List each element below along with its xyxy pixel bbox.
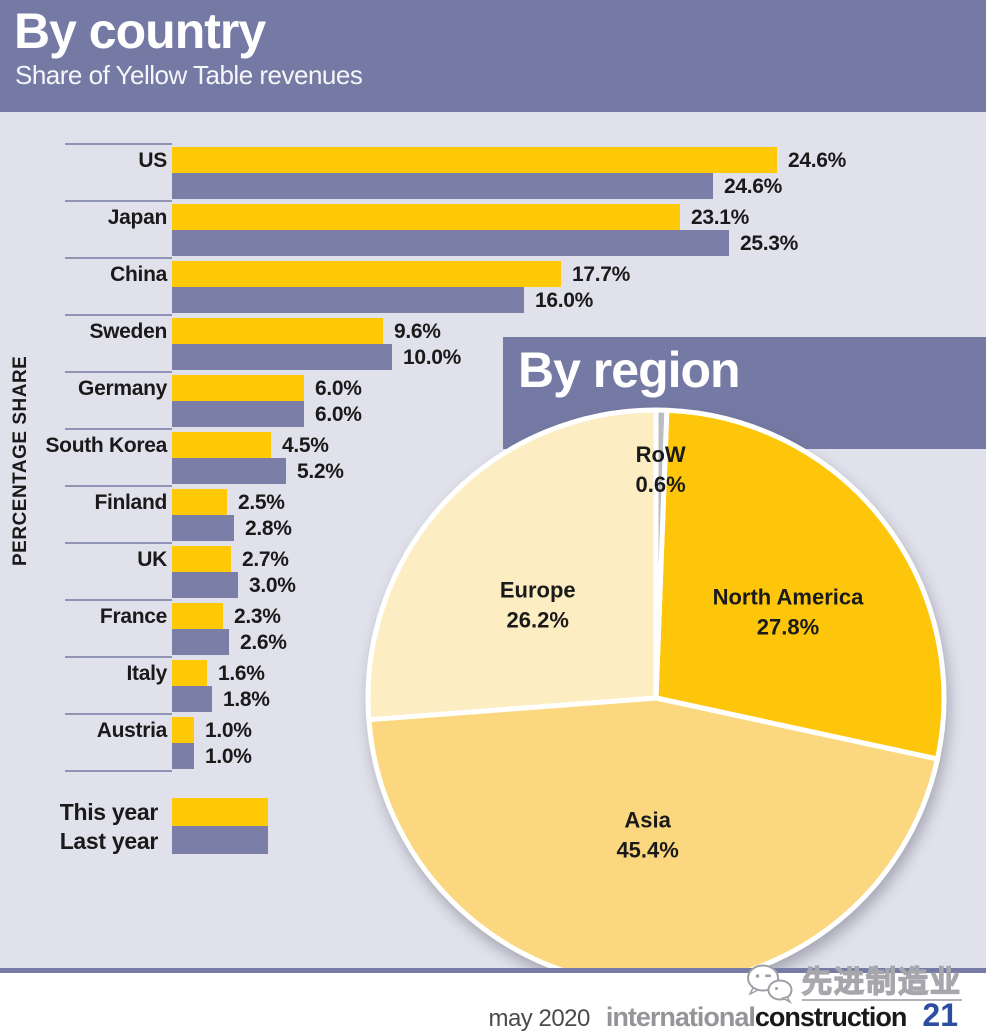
- value-label: 2.7%: [242, 548, 289, 571]
- bar-last-year: [172, 344, 392, 370]
- country-label: Germany: [78, 377, 167, 400]
- bar-this-year: [172, 489, 227, 515]
- value-label: 1.6%: [218, 662, 265, 685]
- value-label: 24.6%: [724, 175, 783, 198]
- bar-this-year: [172, 261, 561, 287]
- value-label: 1.8%: [223, 688, 270, 711]
- wechat-icon: [747, 964, 793, 1005]
- category-separator-line: [65, 314, 172, 316]
- bar-this-year: [172, 147, 777, 173]
- bar-last-year: [172, 458, 286, 484]
- bar-this-year: [172, 717, 194, 743]
- value-label: 2.6%: [240, 631, 287, 654]
- category-separator-line: [65, 428, 172, 430]
- bar-last-year: [172, 629, 229, 655]
- bottom-rule: [0, 968, 986, 973]
- category-separator-line: [65, 656, 172, 658]
- category-separator-line: [65, 542, 172, 544]
- value-label: 16.0%: [535, 289, 594, 312]
- footer-strip: [0, 973, 986, 1035]
- value-label: 2.8%: [245, 517, 292, 540]
- footer-date: may 2020: [488, 1005, 590, 1032]
- category-separator-line: [65, 713, 172, 715]
- category-separator-line: [65, 200, 172, 202]
- legend-label-last-year: Last year: [59, 828, 159, 854]
- value-label: 10.0%: [403, 346, 462, 369]
- bar-last-year: [172, 743, 194, 769]
- bar-last-year: [172, 401, 304, 427]
- bar-this-year: [172, 318, 383, 344]
- country-label: Sweden: [89, 320, 167, 343]
- y-axis-label: PERCENTAGE SHARE: [10, 355, 31, 566]
- value-label: 9.6%: [394, 320, 441, 343]
- legend-swatch-last-year: [172, 826, 268, 854]
- watermark-text: 先进制造业: [801, 966, 962, 1001]
- region-header-band: By region: [503, 337, 986, 449]
- value-label: 24.6%: [788, 149, 847, 172]
- value-label: 17.7%: [572, 263, 631, 286]
- value-label: 1.0%: [205, 745, 252, 768]
- region-title: By region: [518, 342, 741, 398]
- bar-last-year: [172, 686, 212, 712]
- page-number: 21: [922, 997, 958, 1033]
- bar-last-year: [172, 230, 729, 256]
- value-label: 4.5%: [282, 434, 329, 457]
- bar-last-year: [172, 287, 524, 313]
- value-label: 6.0%: [315, 377, 362, 400]
- country-label: US: [138, 149, 167, 172]
- country-label: Italy: [126, 662, 167, 685]
- page-title: By country: [14, 3, 266, 59]
- legend-label-this-year: This year: [59, 799, 159, 825]
- bar-this-year: [172, 375, 304, 401]
- category-separator-line: [65, 143, 172, 145]
- country-label: South Korea: [45, 434, 167, 457]
- category-separator-line: [65, 371, 172, 373]
- value-label: 25.3%: [740, 232, 799, 255]
- bar-this-year: [172, 660, 207, 686]
- country-label: Finland: [94, 491, 167, 514]
- bar-this-year: [172, 432, 271, 458]
- category-separator-line: [65, 770, 172, 772]
- country-label: Austria: [96, 719, 168, 742]
- bar-this-year: [172, 204, 680, 230]
- value-label: 5.2%: [297, 460, 344, 483]
- value-label: 3.0%: [249, 574, 296, 597]
- value-label: 6.0%: [315, 403, 362, 426]
- country-label: China: [110, 263, 167, 286]
- category-separator-line: [65, 257, 172, 259]
- category-separator-line: [65, 599, 172, 601]
- legend-swatch-this-year: [172, 798, 268, 826]
- value-label: 23.1%: [691, 206, 750, 229]
- value-label: 2.5%: [238, 491, 285, 514]
- country-label: Japan: [107, 206, 168, 229]
- country-label: France: [99, 605, 167, 628]
- page-subtitle: Share of Yellow Table revenues: [15, 60, 363, 90]
- bar-this-year: [172, 603, 223, 629]
- footer: may 2020 international construction 21: [488, 997, 958, 1034]
- header-band: By country Share of Yellow Table revenue…: [0, 0, 986, 112]
- bar-last-year: [172, 572, 238, 598]
- watermark: 先进制造业: [744, 963, 962, 1005]
- magazine-name-light: international: [605, 1002, 756, 1032]
- value-label: 2.3%: [234, 605, 281, 628]
- magazine-name-bold: construction: [754, 1002, 908, 1032]
- bar-last-year: [172, 173, 713, 199]
- bar-this-year: [172, 546, 231, 572]
- value-label: 1.0%: [205, 719, 252, 742]
- category-separator-line: [65, 485, 172, 487]
- country-label: UK: [137, 548, 167, 571]
- bar-last-year: [172, 515, 234, 541]
